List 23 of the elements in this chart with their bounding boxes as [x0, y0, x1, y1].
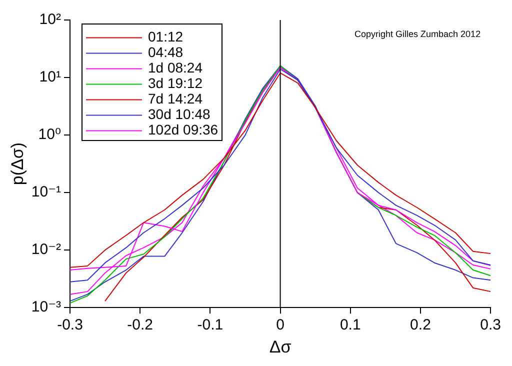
- y-tick-label: 10⁻²: [31, 241, 61, 258]
- annotation: Copyright Gilles Zumbach 2012: [354, 28, 481, 39]
- y-tick-label: 10⁻³: [31, 298, 61, 316]
- x-tick-label: 0.2: [410, 316, 431, 334]
- y-tick-label: 10²: [39, 11, 61, 28]
- legend-label: 7d 14:24: [148, 90, 203, 107]
- y-axis-title: p(Δσ): [8, 142, 27, 186]
- legend-label: 3d 19:12: [148, 75, 203, 92]
- y-tick-label: 10⁻¹: [31, 184, 61, 201]
- x-tick-label: -0.1: [197, 316, 224, 334]
- x-tick-label: -0.2: [127, 316, 154, 334]
- legend-label: 102d 09:36: [148, 122, 218, 138]
- y-tick-label: 10⁰: [38, 126, 61, 144]
- legend-label: 04:48: [148, 44, 184, 60]
- x-tick-label: -0.3: [57, 316, 83, 334]
- legend-label: 1d 08:24: [148, 60, 203, 76]
- x-tick-label: 0: [276, 316, 284, 334]
- y-tick-label: 10¹: [39, 68, 61, 86]
- legend-label: 01:12: [148, 28, 184, 45]
- legend-label: 30d 10:48: [148, 106, 210, 122]
- x-tick-label: 0.1: [340, 316, 361, 334]
- x-tick-label: 0.3: [480, 316, 502, 334]
- x-axis-title: Δσ: [269, 337, 292, 356]
